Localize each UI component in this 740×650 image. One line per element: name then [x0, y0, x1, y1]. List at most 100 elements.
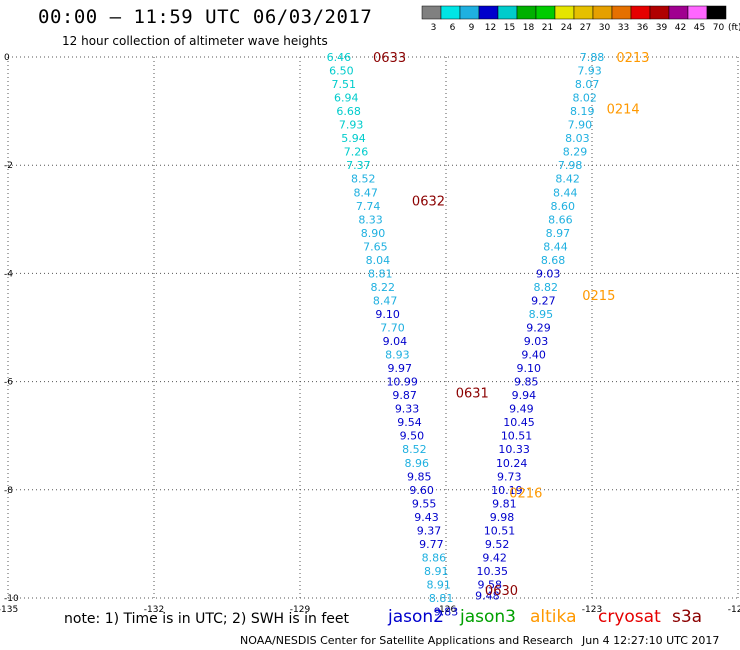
wave-height-label: 10.24 — [496, 457, 528, 470]
color-swatch-36 — [630, 5, 651, 20]
wave-height-label: 10.51 — [484, 524, 516, 537]
color-swatch-12 — [478, 5, 499, 20]
wave-height-label: 8.95 — [529, 308, 554, 321]
wave-height-label: 9.55 — [412, 497, 437, 510]
wave-height-label: 8.04 — [366, 254, 391, 267]
y-tick-label: -4 — [4, 269, 13, 279]
legend-s3a: s3a — [672, 607, 703, 627]
color-scale-label: 24 — [561, 23, 573, 33]
wave-height-label: 9.48 — [475, 589, 500, 602]
generated-timestamp: Jun 4 12:27:10 UTC 2017 — [582, 634, 720, 647]
wave-height-label: 8.44 — [553, 186, 578, 199]
wave-height-label: 7.90 — [568, 119, 593, 132]
wave-height-label: 9.03 — [536, 267, 561, 280]
wave-height-label: 8.02 — [572, 92, 597, 105]
wave-height-label: 8.91 — [424, 565, 449, 578]
color-scale-label: 21 — [542, 23, 553, 33]
color-swatch-24 — [554, 5, 575, 20]
wave-height-label: 7.37 — [346, 159, 371, 172]
color-scale-label: 42 — [675, 23, 686, 33]
wave-height-label: 9.52 — [485, 538, 510, 551]
wave-height-label: 8.03 — [565, 132, 590, 145]
wave-height-label: 8.91 — [426, 578, 451, 591]
wave-height-label: 8.82 — [534, 281, 559, 294]
wave-height-label: 7.93 — [577, 65, 602, 78]
wave-height-label: 10.99 — [386, 376, 418, 389]
color-scale-label: 15 — [504, 23, 515, 33]
color-scale-label: 27 — [580, 23, 591, 33]
pass-time-label: 0630 — [485, 584, 518, 599]
pass-time-label: 0215 — [582, 289, 615, 304]
wave-height-label: 9.27 — [531, 294, 556, 307]
wave-height-label: 7.98 — [558, 159, 583, 172]
wave-height-label: 10.35 — [476, 565, 508, 578]
wave-height-label: 9.33 — [395, 403, 420, 416]
credit-text: NOAA/NESDIS Center for Satellite Applica… — [240, 634, 574, 647]
wave-height-label: 9.87 — [392, 389, 417, 402]
wave-height-label: 7.70 — [380, 322, 405, 335]
wave-height-label: 6.94 — [334, 92, 359, 105]
color-scale-label: 30 — [599, 23, 611, 33]
y-tick-label: 0 — [4, 53, 10, 63]
wave-height-label: 9.42 — [482, 551, 507, 564]
wave-height-label: 9.73 — [497, 470, 522, 483]
pass-time-label: 0214 — [607, 102, 640, 117]
color-swatch-3 — [421, 5, 442, 20]
wave-height-label: 9.10 — [516, 362, 541, 375]
y-tick-label: -6 — [4, 378, 13, 388]
color-scale-unit: (ft) — [728, 23, 740, 33]
wave-height-label: 9.98 — [490, 511, 515, 524]
wave-height-label: 8.42 — [555, 173, 580, 186]
wave-height-label: 10.51 — [501, 430, 533, 443]
wave-height-label: 7.74 — [356, 200, 381, 213]
wave-height-label: 7.51 — [332, 78, 357, 91]
wave-height-label: 8.07 — [575, 78, 600, 91]
pass-time-label: 0216 — [509, 487, 542, 502]
wave-height-label: 8.52 — [351, 173, 376, 186]
x-tick-label: -120 — [728, 605, 740, 615]
legend-jason3: jason3 — [460, 607, 516, 627]
legend-cryosat: cryosat — [598, 607, 661, 627]
wave-height-label: 9.77 — [419, 538, 444, 551]
color-swatch-27 — [573, 5, 594, 20]
wave-height-label: 9.85 — [407, 470, 432, 483]
wave-height-label: 8.90 — [361, 227, 386, 240]
wave-height-label: 8.29 — [563, 146, 588, 159]
footer-note: note: 1) Time is in UTC; 2) SWH is in fe… — [64, 611, 350, 627]
legend-jason2: jason2 — [388, 607, 444, 627]
color-scale-label: 18 — [523, 23, 535, 33]
wave-height-label: 6.50 — [329, 65, 354, 78]
wave-height-label: 9.50 — [400, 430, 425, 443]
color-scale-label: 39 — [656, 23, 668, 33]
wave-height-label: 6.68 — [336, 105, 361, 118]
chart-title: 00:00 – 11:59 UTC 06/03/2017 — [38, 6, 373, 28]
wave-height-label: 8.22 — [370, 281, 395, 294]
wave-height-label: 8.93 — [385, 349, 410, 362]
wave-height-label: 9.60 — [409, 484, 434, 497]
y-tick-label: -10 — [4, 594, 19, 604]
color-scale-label: 70 — [713, 23, 725, 33]
wave-height-label: 9.37 — [417, 524, 442, 537]
wave-height-label: 9.81 — [492, 497, 517, 510]
wave-height-label: 8.81 — [429, 592, 454, 605]
wave-height-label: 9.40 — [521, 349, 546, 362]
wave-height-marks: 7.887.938.078.028.197.908.038.297.988.42… — [327, 51, 650, 619]
color-scale-label: 12 — [485, 23, 496, 33]
wave-height-label: 8.47 — [353, 186, 378, 199]
x-tick-label: -132 — [144, 605, 164, 615]
wave-height-label: 7.88 — [580, 51, 605, 64]
wave-height-label: 9.29 — [526, 322, 551, 335]
color-scale-label: 9 — [469, 23, 475, 33]
color-swatch-15 — [497, 5, 518, 20]
wave-height-label: 8.81 — [368, 267, 393, 280]
color-scale-label: 36 — [637, 23, 649, 33]
y-tick-label: -8 — [4, 486, 13, 496]
wave-height-label: 10.33 — [498, 443, 530, 456]
wave-height-label: 8.47 — [373, 294, 398, 307]
wave-height-label: 9.54 — [397, 416, 422, 429]
color-swatch-9 — [459, 5, 480, 20]
color-swatch-33 — [611, 5, 632, 20]
wave-height-label: 5.94 — [341, 132, 366, 145]
